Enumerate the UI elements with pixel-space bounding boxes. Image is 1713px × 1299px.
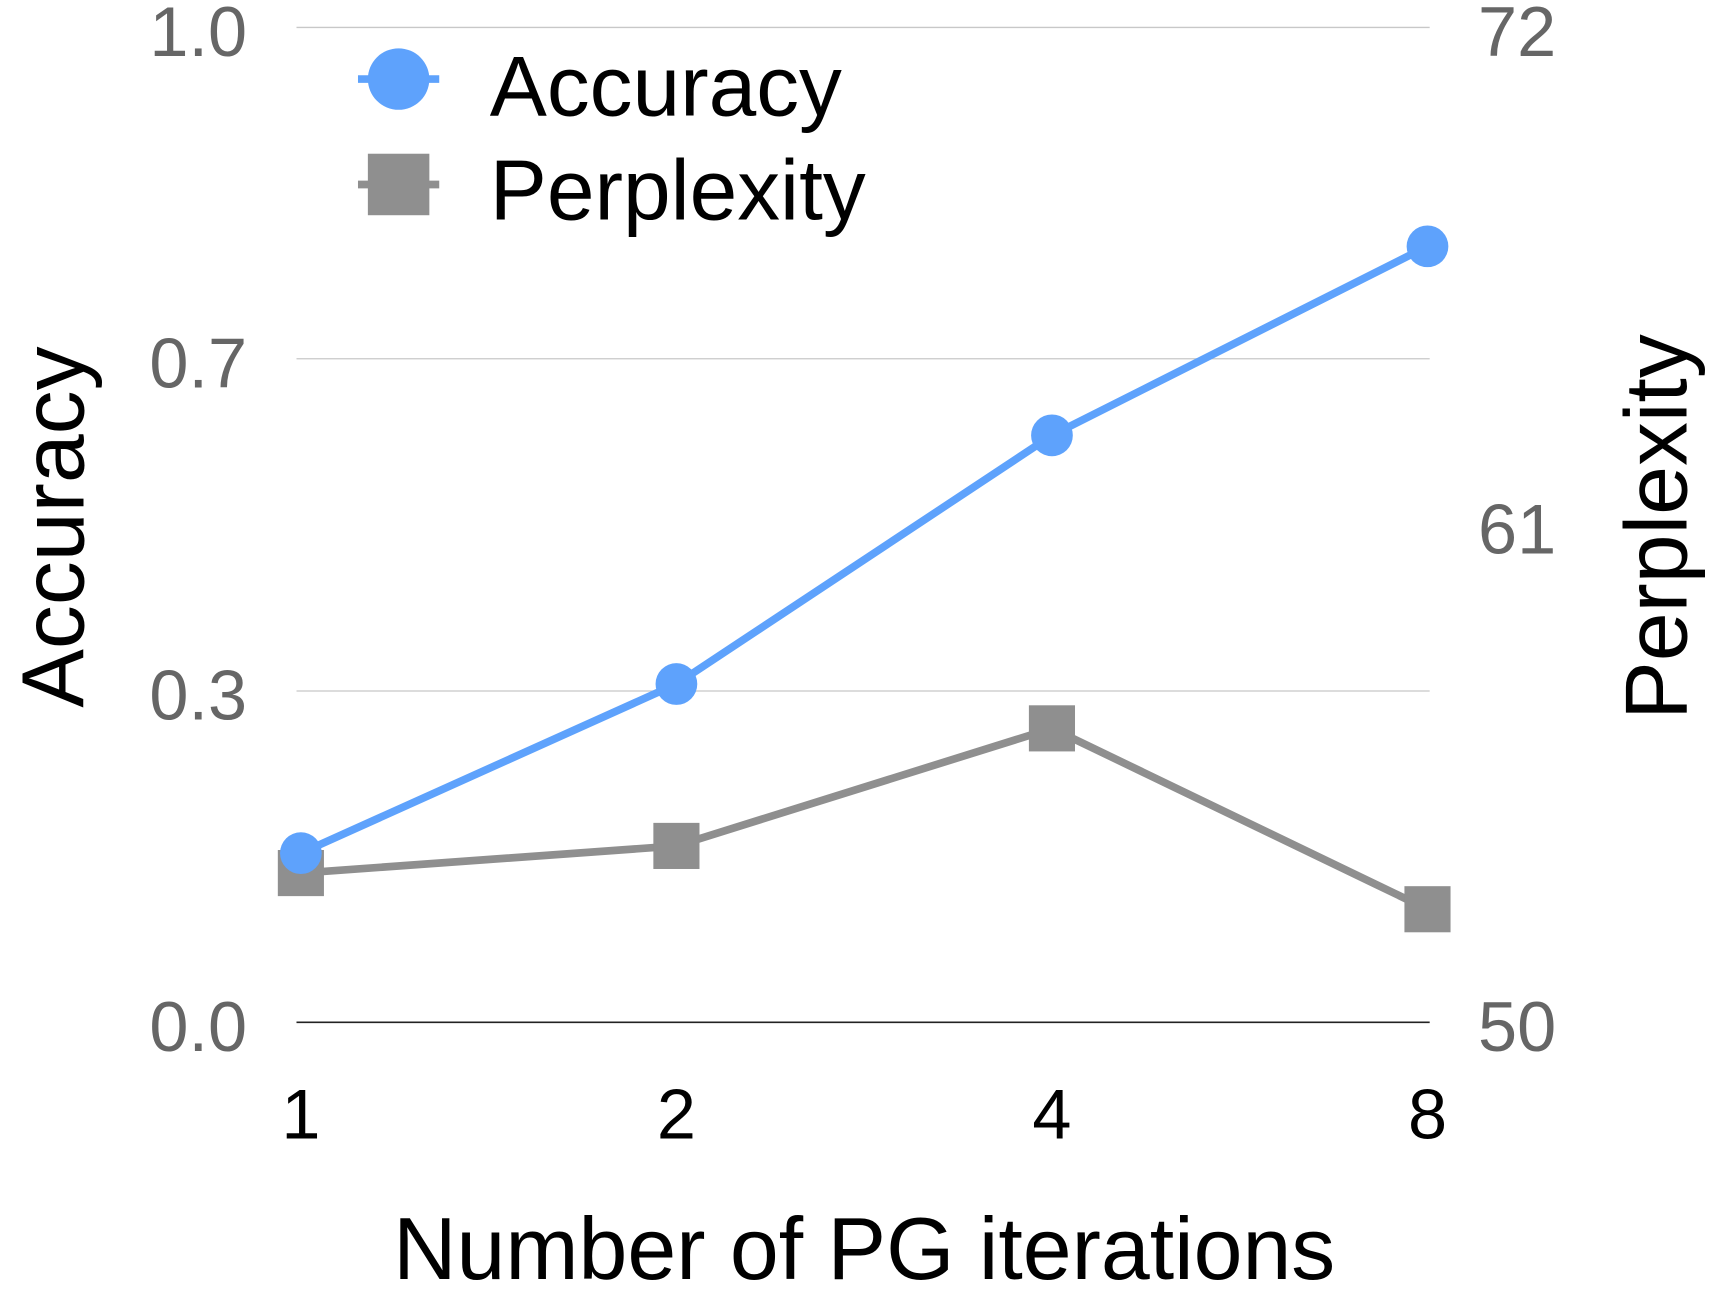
y-left-tick-label: 1.0 bbox=[149, 0, 247, 71]
legend-item-perplexity: Perplexity bbox=[357, 143, 866, 239]
series-perplexity bbox=[277, 705, 1451, 933]
y-left-tick-label: 0.7 bbox=[149, 323, 247, 402]
perplexity-point bbox=[653, 822, 700, 869]
tick-labels: 0.0 0.3 0.7 1.0 50 61 72 1 2 4 8 bbox=[149, 0, 1556, 1154]
accuracy-point bbox=[655, 663, 698, 705]
y-right-tick-label: 61 bbox=[1478, 489, 1556, 568]
legend-perplexity-label: Perplexity bbox=[490, 143, 866, 239]
x-tick-label: 2 bbox=[657, 1075, 696, 1154]
x-axis-label: Number of PG iterations bbox=[393, 1199, 1335, 1298]
legend-perplexity-marker bbox=[367, 153, 430, 216]
perplexity-line bbox=[300, 724, 1430, 913]
y-right-tick-label: 50 bbox=[1478, 987, 1556, 1066]
x-tick-label: 4 bbox=[1032, 1075, 1071, 1154]
gridlines bbox=[296, 26, 1430, 1024]
legend: Accuracy Perplexity bbox=[357, 38, 866, 239]
y-right-tick-label: 72 bbox=[1478, 0, 1556, 71]
series bbox=[277, 225, 1451, 933]
accuracy-point bbox=[280, 832, 322, 875]
y-axis-left-label: Accuracy bbox=[3, 346, 102, 707]
x-tick-label: 8 bbox=[1408, 1075, 1447, 1154]
accuracy-line bbox=[299, 242, 1430, 857]
legend-item-accuracy: Accuracy bbox=[357, 38, 842, 134]
y-left-tick-label: 0.3 bbox=[149, 656, 247, 735]
perplexity-point bbox=[1404, 886, 1451, 933]
perplexity-point bbox=[1028, 705, 1076, 752]
y-axis-right-label: Perplexity bbox=[1607, 334, 1706, 720]
legend-accuracy-label: Accuracy bbox=[490, 38, 842, 134]
y-left-tick-label: 0.0 bbox=[149, 987, 247, 1066]
series-accuracy bbox=[280, 225, 1449, 875]
legend-accuracy-marker bbox=[367, 48, 430, 110]
accuracy-point bbox=[1031, 414, 1073, 457]
x-tick-label: 1 bbox=[281, 1075, 320, 1154]
accuracy-point bbox=[1406, 225, 1449, 268]
